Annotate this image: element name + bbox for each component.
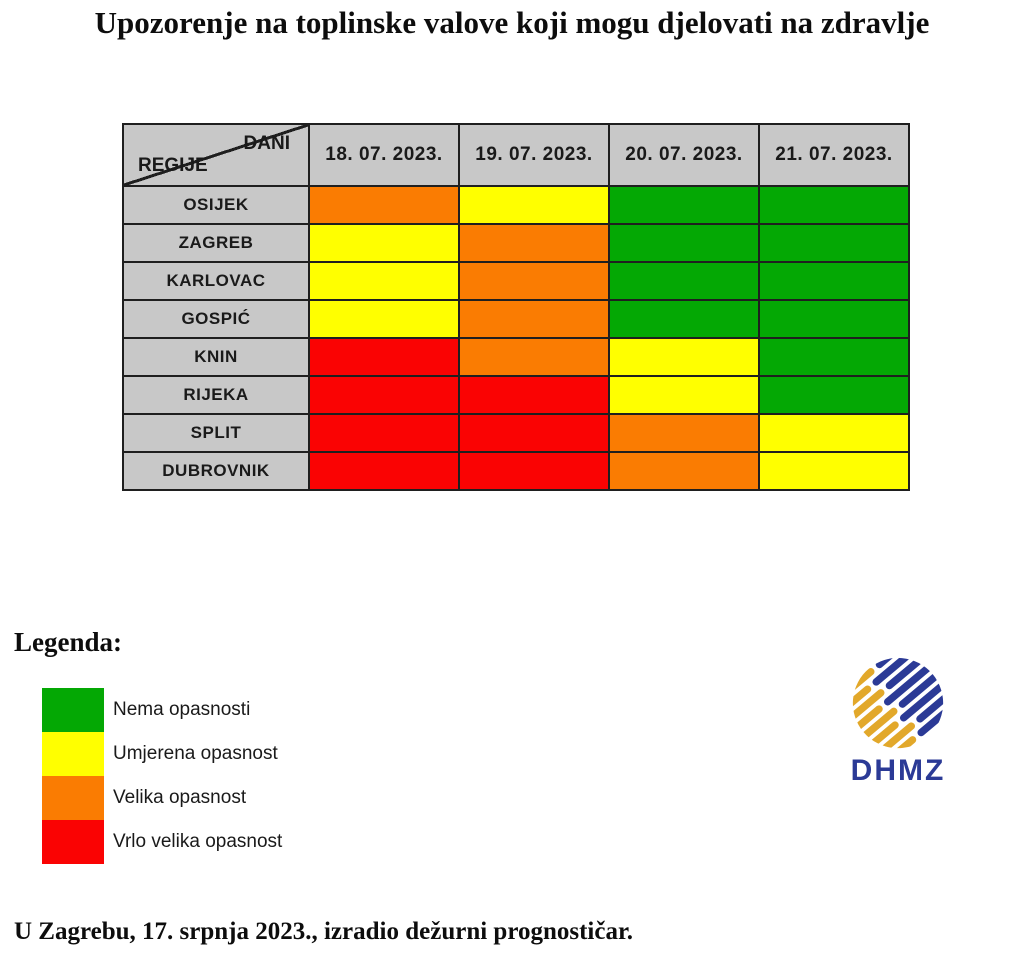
warning-cell-nema [758, 185, 910, 225]
warning-cell-velika [458, 223, 610, 263]
dhmz-globe-icon [846, 656, 950, 753]
legend-label: Vrlo velika opasnost [113, 831, 283, 852]
warning-cell-vrlo-velika [458, 413, 610, 453]
table-row: DUBROVNIK [122, 451, 910, 491]
corner-label-days: DANI [243, 133, 290, 154]
table-header-row: DANI REGIJE 18. 07. 2023. 19. 07. 2023. … [122, 123, 910, 187]
legend-swatch-umjerena [42, 732, 104, 776]
corner-label-regions: REGIJE [138, 155, 208, 176]
warning-cell-velika [608, 413, 760, 453]
warning-cell-umjerena [308, 299, 460, 339]
warning-cell-velika [458, 261, 610, 301]
column-header-date-1: 18. 07. 2023. [308, 123, 460, 187]
table-row: SPLIT [122, 413, 910, 453]
warning-cell-velika [458, 337, 610, 377]
column-header-date-2: 19. 07. 2023. [458, 123, 610, 187]
footer-note: U Zagrebu, 17. srpnja 2023., izradio dež… [14, 918, 634, 945]
dhmz-logo-text: DHMZ [850, 754, 946, 787]
legend: Nema opasnosti Umjerena opasnost Velika op… [42, 688, 282, 864]
warning-cell-nema [758, 337, 910, 377]
table-row: KNIN [122, 337, 910, 377]
warning-cell-umjerena [458, 185, 610, 225]
warning-cell-nema [758, 299, 910, 339]
warning-cell-umjerena [758, 451, 910, 491]
table-row: RIJEKA [122, 375, 910, 415]
page-title: Upozorenje na toplinske valove koji mogu… [94, 5, 930, 40]
table-row: ZAGREB [122, 223, 910, 263]
legend-heading: Legenda: [14, 627, 122, 657]
warning-cell-vrlo-velika [308, 413, 460, 453]
legend-item-velika: Velika opasnost [42, 776, 282, 820]
row-header-region: KARLOVAC [122, 261, 310, 301]
warning-cell-vrlo-velika [458, 375, 610, 415]
warning-cell-vrlo-velika [308, 337, 460, 377]
warning-cell-umjerena [308, 223, 460, 263]
legend-label: Umjerena opasnost [113, 743, 278, 764]
warning-cell-nema [608, 185, 760, 225]
warning-cell-velika [608, 451, 760, 491]
legend-item-umjerena: Umjerena opasnost [42, 732, 282, 776]
row-header-region: GOSPIĆ [122, 299, 310, 339]
column-header-date-4: 21. 07. 2023. [758, 123, 910, 187]
legend-label: Nema opasnosti [113, 699, 251, 720]
warning-cell-nema [608, 223, 760, 263]
warning-cell-umjerena [758, 413, 910, 453]
dhmz-logo: DHMZ [843, 656, 953, 788]
row-header-region: ZAGREB [122, 223, 310, 263]
warning-cell-velika [458, 299, 610, 339]
legend-swatch-vrlo-velika [42, 820, 104, 864]
legend-item-nema: Nema opasnosti [42, 688, 282, 732]
warning-cell-umjerena [308, 261, 460, 301]
legend-label: Velika opasnost [113, 787, 247, 808]
legend-item-vrlo-velika: Vrlo velika opasnost [42, 820, 282, 864]
warning-cell-velika [308, 185, 460, 225]
column-header-date-3: 20. 07. 2023. [608, 123, 760, 187]
warning-cell-vrlo-velika [458, 451, 610, 491]
corner-cell: DANI REGIJE [122, 123, 310, 187]
warning-cell-nema [608, 299, 760, 339]
row-header-region: RIJEKA [122, 375, 310, 415]
table-row: KARLOVAC [122, 261, 910, 301]
row-header-region: DUBROVNIK [122, 451, 310, 491]
warning-cell-nema [608, 261, 760, 301]
warning-cell-umjerena [608, 375, 760, 415]
row-header-region: KNIN [122, 337, 310, 377]
row-header-region: SPLIT [122, 413, 310, 453]
warning-cell-nema [758, 375, 910, 415]
table-row: OSIJEK [122, 185, 910, 225]
warning-cell-nema [758, 223, 910, 263]
heat-warning-table: DANI REGIJE 18. 07. 2023. 19. 07. 2023. … [122, 123, 910, 491]
table-row: GOSPIĆ [122, 299, 910, 339]
legend-swatch-velika [42, 776, 104, 820]
warning-cell-vrlo-velika [308, 451, 460, 491]
legend-swatch-nema [42, 688, 104, 732]
warning-cell-umjerena [608, 337, 760, 377]
warning-cell-nema [758, 261, 910, 301]
row-header-region: OSIJEK [122, 185, 310, 225]
warning-cell-vrlo-velika [308, 375, 460, 415]
